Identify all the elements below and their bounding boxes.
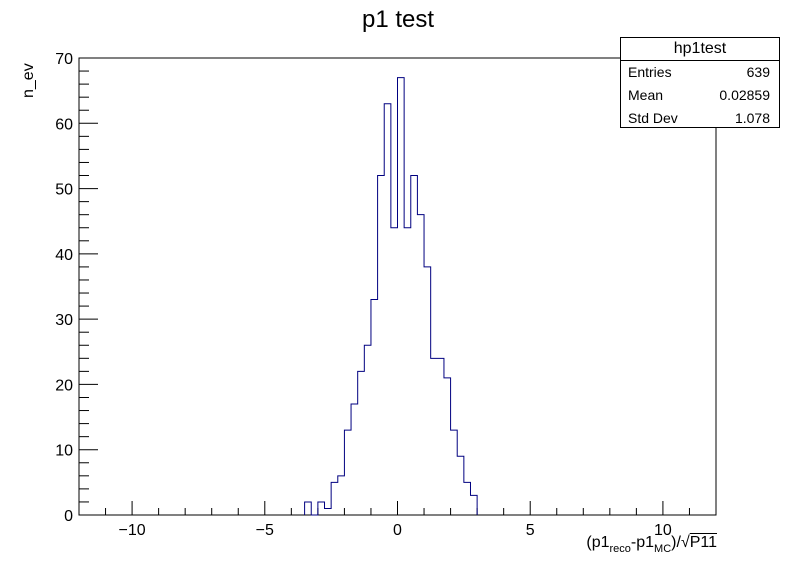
x-label-root: P11 (689, 534, 717, 551)
entries-label: Entries (628, 64, 672, 80)
x-label-sub-mc: MC (654, 543, 672, 555)
stats-box-title: hp1test (621, 38, 779, 61)
x-label-part: (p1 (586, 534, 610, 551)
x-tick-label: 10 (654, 522, 672, 539)
stats-row-mean: Mean 0.02859 (621, 84, 779, 107)
x-tick-label: −5 (256, 522, 274, 539)
stats-row-std: Std Dev 1.078 (621, 107, 779, 130)
entries-value: 639 (746, 64, 770, 80)
x-tick-label: 5 (526, 522, 535, 539)
std-label: Std Dev (628, 110, 678, 126)
x-label-part: )/ (671, 534, 681, 551)
y-tick-label: 40 (55, 247, 73, 264)
stats-box: hp1test Entries 639 Mean 0.02859 Std Dev… (620, 37, 780, 128)
chart-title: p1 test (361, 6, 435, 33)
x-tick-label: −10 (119, 522, 146, 539)
x-tick-label: 0 (393, 522, 402, 539)
y-axis: 0 10 20 30 40 50 60 70 (55, 51, 98, 525)
x-label-part: -p1 (630, 534, 655, 551)
y-tick-label: 70 (55, 51, 73, 68)
x-label-sub-reco: reco (609, 543, 631, 555)
y-tick-label: 30 (55, 312, 73, 329)
stats-row-entries: Entries 639 (621, 61, 779, 84)
y-tick-label: 0 (64, 508, 73, 525)
y-tick-label: 50 (55, 182, 73, 199)
y-tick-label: 20 (55, 377, 73, 394)
y-tick-label: 10 (55, 443, 73, 460)
x-axis-label: (p1reco-p1MC)/√P11 (586, 534, 717, 555)
y-axis-label: n_ev (20, 63, 37, 98)
mean-value: 0.02859 (719, 87, 770, 103)
mean-label: Mean (628, 87, 664, 103)
x-axis: −10 −5 0 5 10 (105, 501, 690, 539)
histogram-line (304, 77, 478, 516)
std-value: 1.078 (734, 110, 770, 126)
y-tick-label: 60 (55, 116, 73, 133)
